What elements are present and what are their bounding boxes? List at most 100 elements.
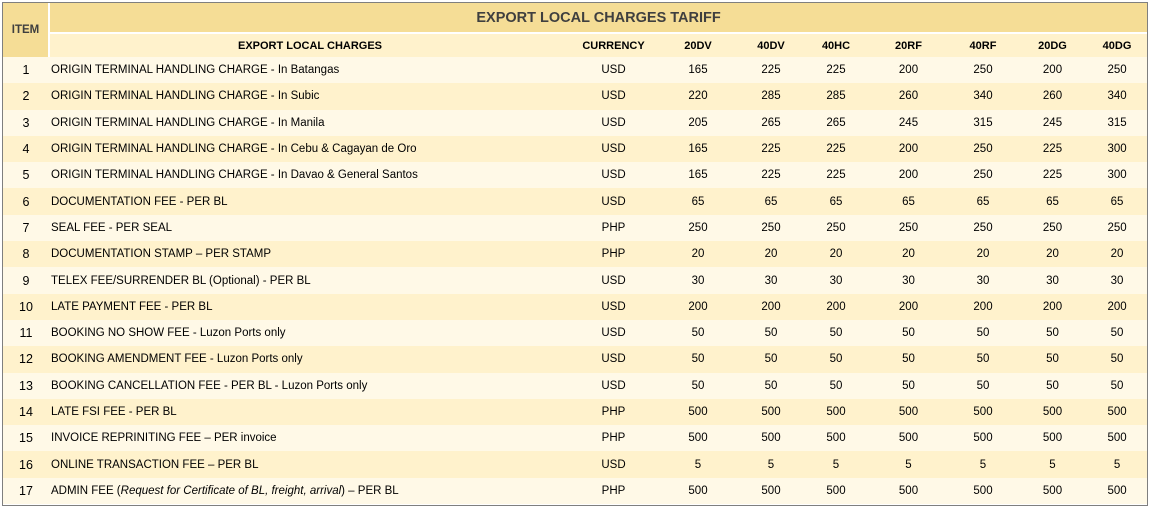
- tariff-table: ITEM EXPORT LOCAL CHARGES TARIFF EXPORT …: [3, 3, 1148, 505]
- row-value-20dv: 500: [657, 398, 739, 426]
- table-row: 3 ORIGIN TERMINAL HANDLING CHARGE - In Ma…: [3, 109, 1148, 136]
- column-header-40dv: 40DV: [739, 33, 803, 57]
- row-value-40dv: 265: [739, 109, 803, 136]
- row-charge-description: DOCUMENTATION FEE - PER BL: [49, 188, 570, 215]
- row-value-40rf: 20: [948, 241, 1018, 268]
- column-header-40hc: 40HC: [803, 33, 869, 57]
- row-currency: PHP: [570, 241, 657, 268]
- row-value-20dv: 500: [657, 425, 739, 452]
- row-item-number: 5: [3, 162, 49, 189]
- row-value-40hc: 5: [803, 451, 869, 478]
- row-value-40dg: 50: [1087, 346, 1148, 373]
- row-value-40dv: 50: [739, 372, 803, 399]
- row-value-40hc: 500: [803, 398, 869, 426]
- row-value-40rf: 250: [948, 57, 1018, 84]
- row-item-number: 15: [3, 425, 49, 452]
- row-currency: USD: [570, 267, 657, 294]
- row-value-20rf: 200: [869, 162, 948, 189]
- row-item-number: 7: [3, 214, 49, 242]
- row-value-40rf: 50: [948, 372, 1018, 399]
- row-value-40dg: 315: [1087, 109, 1148, 136]
- row-value-20dg: 245: [1018, 109, 1087, 136]
- row-currency: PHP: [570, 398, 657, 426]
- column-header-row: EXPORT LOCAL CHARGES CURRENCY 20DV 40DV …: [3, 33, 1148, 57]
- row-value-40rf: 340: [948, 83, 1018, 110]
- table-row: 17 ADMIN FEE (Request for Certificate of …: [3, 477, 1148, 505]
- row-charge-description: ORIGIN TERMINAL HANDLING CHARGE - In Sub…: [49, 83, 570, 110]
- table-row: 8 DOCUMENTATION STAMP – PER STAMP PHP 20 20 2…: [3, 241, 1148, 268]
- row-value-40hc: 225: [803, 162, 869, 189]
- table-row: 11 BOOKING NO SHOW FEE - Luzon Ports only…: [3, 319, 1148, 347]
- row-value-40dv: 250: [739, 214, 803, 242]
- table-row: 14 LATE FSI FEE - PER BL PHP 500 500 500 500 50…: [3, 398, 1148, 426]
- row-value-40dv: 500: [739, 477, 803, 505]
- row-value-40dg: 200: [1087, 293, 1148, 320]
- row-item-number: 13: [3, 372, 49, 399]
- table-body: 1 ORIGIN TERMINAL HANDLING CHARGE - In Ba…: [3, 57, 1148, 505]
- row-value-40dg: 30: [1087, 267, 1148, 294]
- row-value-20dg: 500: [1018, 477, 1087, 505]
- row-value-40hc: 65: [803, 188, 869, 215]
- row-value-20rf: 260: [869, 83, 948, 110]
- row-charge-description: LATE FSI FEE - PER BL: [49, 398, 570, 426]
- row-item-number: 16: [3, 451, 49, 478]
- row-value-40dg: 250: [1087, 214, 1148, 242]
- row-value-40dv: 225: [739, 57, 803, 84]
- row-item-number: 14: [3, 398, 49, 426]
- row-value-20rf: 500: [869, 477, 948, 505]
- row-charge-description-italic: Request for Certificate of BL, freight, …: [120, 484, 342, 497]
- row-value-40rf: 5: [948, 451, 1018, 478]
- row-currency: USD: [570, 372, 657, 399]
- row-value-20dg: 225: [1018, 135, 1087, 163]
- row-value-20dv: 50: [657, 372, 739, 399]
- row-value-40dv: 225: [739, 162, 803, 189]
- row-value-40rf: 500: [948, 398, 1018, 426]
- row-currency: USD: [570, 451, 657, 478]
- row-value-40hc: 250: [803, 214, 869, 242]
- row-value-20dg: 5: [1018, 451, 1087, 478]
- table-row: 6 DOCUMENTATION FEE - PER BL USD 65 65 65 65 65…: [3, 188, 1148, 215]
- table-row: 2 ORIGIN TERMINAL HANDLING CHARGE - In Su…: [3, 83, 1148, 110]
- row-value-40rf: 30: [948, 267, 1018, 294]
- row-currency: PHP: [570, 477, 657, 505]
- row-value-40rf: 500: [948, 425, 1018, 452]
- row-value-20dv: 165: [657, 162, 739, 189]
- table-row: 9 TELEX FEE/SURRENDER BL (Optional) - PER…: [3, 267, 1148, 294]
- row-value-20dg: 50: [1018, 319, 1087, 347]
- row-currency: USD: [570, 319, 657, 347]
- row-item-number: 3: [3, 109, 49, 136]
- row-charge-description: BOOKING AMENDMENT FEE - Luzon Ports only: [49, 346, 570, 373]
- row-value-40hc: 265: [803, 109, 869, 136]
- row-value-40dg: 65: [1087, 188, 1148, 215]
- row-currency: USD: [570, 188, 657, 215]
- row-value-40dg: 5: [1087, 451, 1148, 478]
- row-value-40dg: 340: [1087, 83, 1148, 110]
- row-charge-description: DOCUMENTATION STAMP – PER STAMP: [49, 241, 570, 268]
- row-value-40dg: 500: [1087, 425, 1148, 452]
- row-value-20dg: 225: [1018, 162, 1087, 189]
- row-currency: USD: [570, 57, 657, 84]
- table-row: 7 SEAL FEE - PER SEAL PHP 250 250 250 250 250 25…: [3, 214, 1148, 242]
- row-value-20dv: 250: [657, 214, 739, 242]
- row-charge-description: ORIGIN TERMINAL HANDLING CHARGE - In Bat…: [49, 57, 570, 84]
- row-item-number: 6: [3, 188, 49, 215]
- row-value-20dg: 500: [1018, 398, 1087, 426]
- row-currency: USD: [570, 135, 657, 163]
- row-value-20dg: 50: [1018, 372, 1087, 399]
- row-value-20dg: 20: [1018, 241, 1087, 268]
- row-value-40hc: 20: [803, 241, 869, 268]
- row-currency: PHP: [570, 425, 657, 452]
- item-column-header: ITEM: [3, 3, 50, 57]
- row-value-40dg: 50: [1087, 319, 1148, 347]
- table-row: 13 BOOKING CANCELLATION FEE - PER BL - Lu…: [3, 372, 1148, 399]
- table-row: 10 LATE PAYMENT FEE - PER BL USD 200 200 200 2…: [3, 293, 1148, 320]
- row-value-40dg: 300: [1087, 162, 1148, 189]
- column-header-charges: EXPORT LOCAL CHARGES: [49, 33, 570, 57]
- column-header-20rf: 20RF: [869, 33, 948, 57]
- row-value-20dv: 165: [657, 135, 739, 163]
- row-currency: USD: [570, 293, 657, 320]
- row-value-40rf: 50: [948, 346, 1018, 373]
- row-charge-description: ORIGIN TERMINAL HANDLING CHARGE - In Man…: [49, 109, 570, 136]
- row-value-40rf: 315: [948, 109, 1018, 136]
- row-charge-description: ADMIN FEE (Request for Certificate of BL…: [49, 477, 570, 505]
